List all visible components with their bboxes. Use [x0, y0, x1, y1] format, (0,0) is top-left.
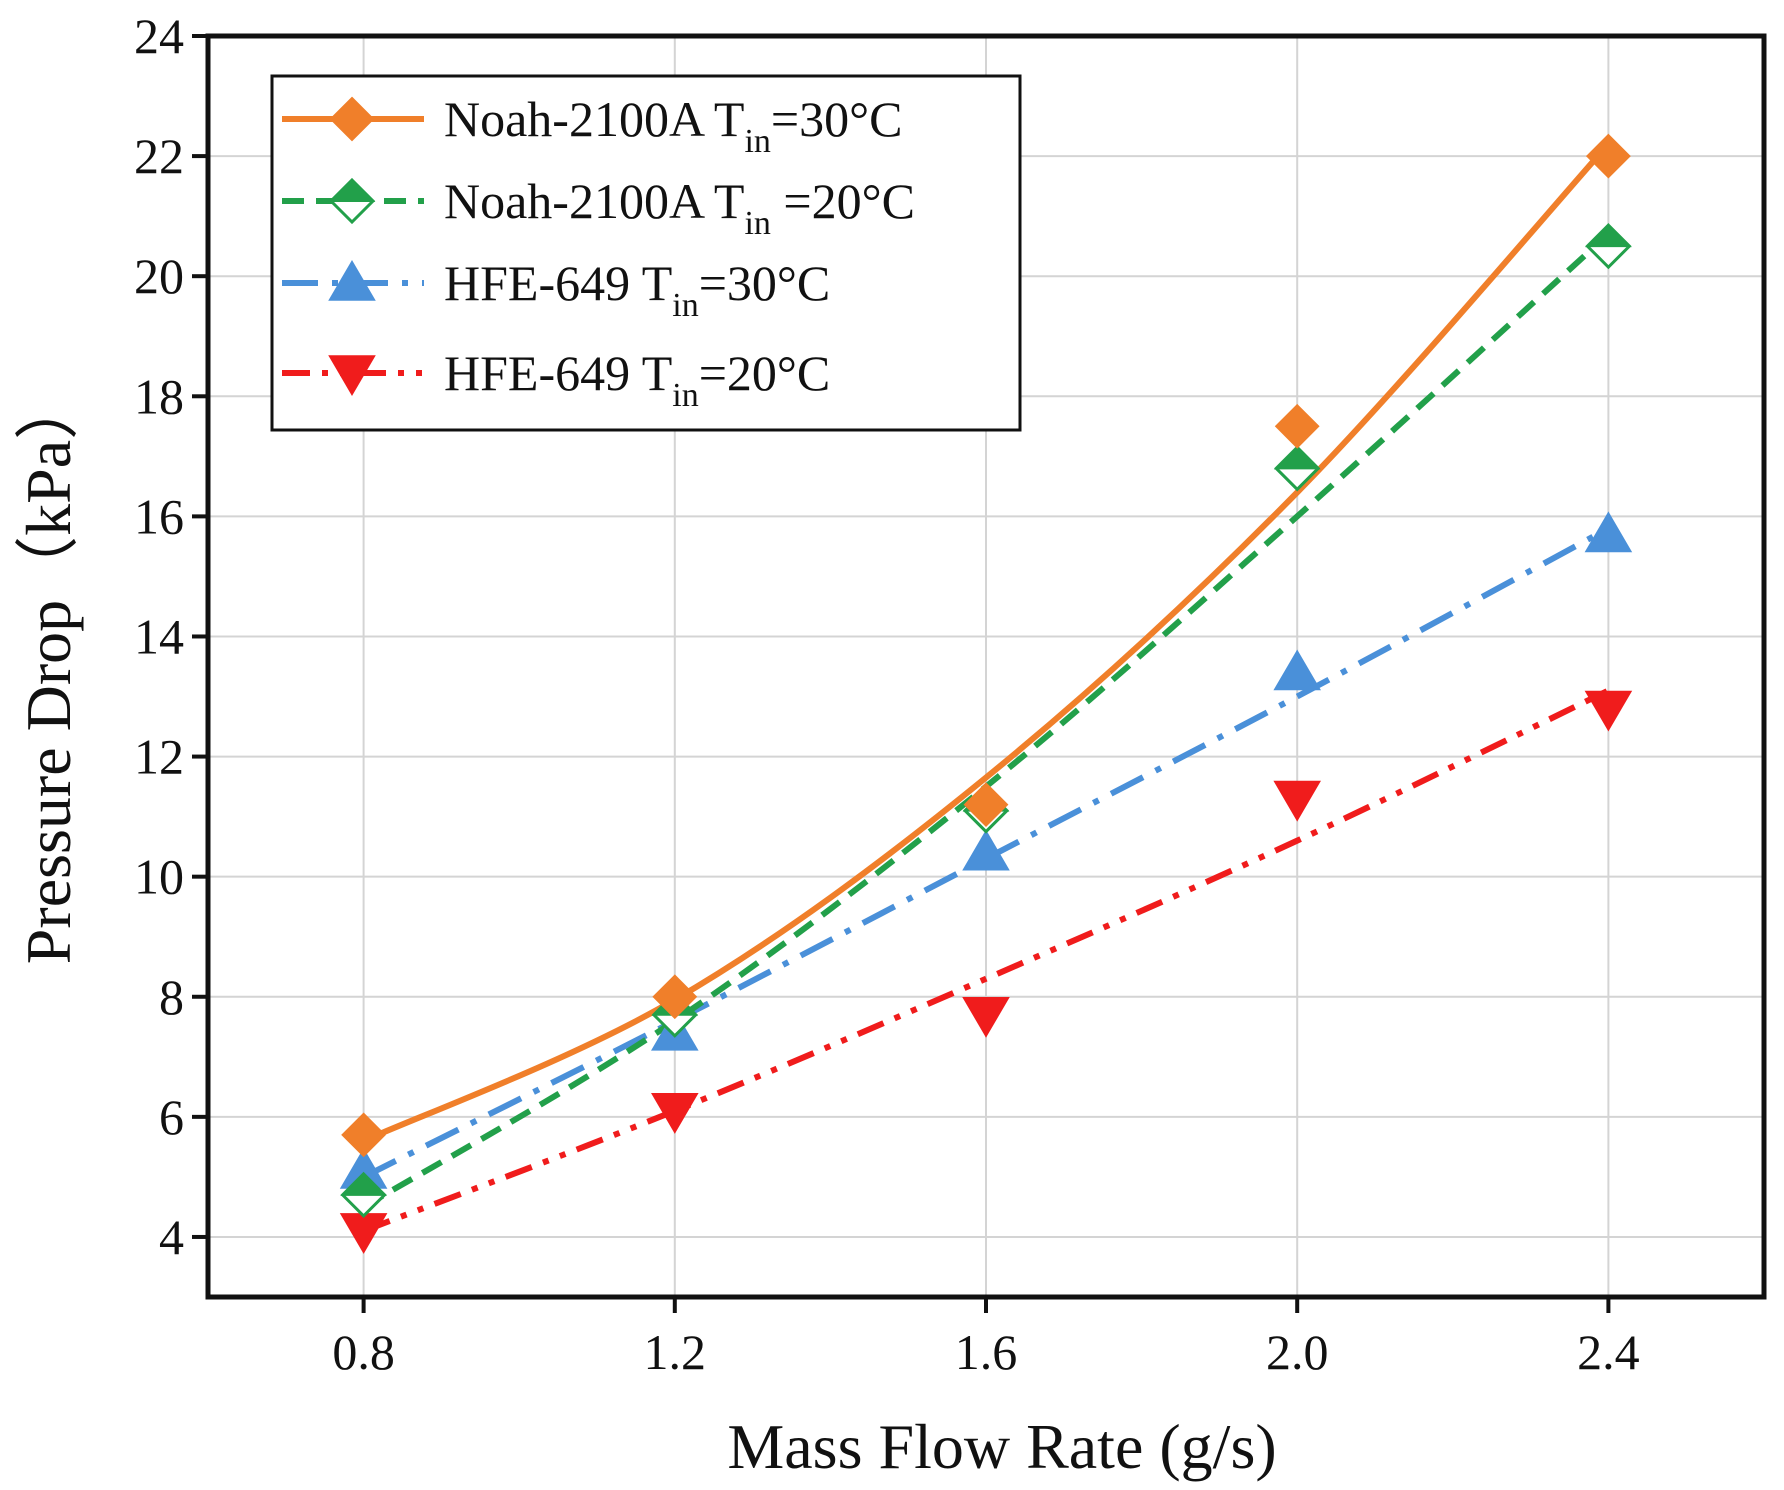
legend-label-subscript: in: [672, 287, 698, 324]
y-tick-label: 6: [159, 1089, 184, 1145]
data-point-hfe20: [651, 1093, 699, 1134]
legend-label-hfe20: HFE-649 Tin=20°C: [444, 345, 830, 414]
y-tick-label: 14: [134, 608, 184, 664]
data-point-noah20: [1584, 223, 1632, 270]
x-tick-label: 0.8: [332, 1324, 395, 1380]
legend-label-main: Noah-2100A T: [444, 173, 744, 229]
legend-label-tail: =20°C: [699, 345, 831, 401]
x-axis-ticks: 0.8 1.2 1.6 2.0 2.4: [332, 1297, 1640, 1380]
y-axis-label: Pressure Drop（kPa）: [13, 376, 84, 964]
data-point-hfe20: [962, 996, 1010, 1038]
y-axis-ticks: 4 6 8 10 12 14 16 18 20 22 24: [134, 8, 208, 1265]
legend-label-subscript: in: [744, 205, 770, 242]
legend-marker-noah20: [328, 177, 376, 225]
legend-label-tail: =30°C: [699, 255, 831, 311]
data-point-hfe30: [1273, 649, 1321, 691]
data-point-noah30: [1274, 403, 1320, 449]
x-tick-label: 1.6: [955, 1324, 1018, 1380]
legend-label-hfe30: HFE-649 Tin=30°C: [444, 255, 830, 324]
y-tick-label: 18: [134, 368, 184, 424]
y-tick-label: 24: [134, 8, 184, 64]
legend-box: [270, 74, 1022, 432]
legend-label-main: Noah-2100A T: [444, 91, 744, 147]
data-point-noah20: [340, 1171, 388, 1219]
legend-label-subscript: in: [672, 377, 698, 414]
fit-line-noah30: [362, 142, 1611, 1144]
y-tick-label: 16: [134, 488, 184, 544]
legend-label-subscript: in: [744, 123, 770, 160]
legend-label-main: HFE-649 T: [444, 345, 672, 401]
legend-label-noah30: Noah-2100A Tin=30°C: [444, 91, 902, 160]
legend-label-tail: =30°C: [771, 91, 903, 147]
x-tick-label: 2.0: [1266, 1324, 1329, 1380]
x-tick-label: 2.4: [1577, 1324, 1640, 1380]
x-axis-label: Mass Flow Rate (g/s): [727, 1411, 1276, 1482]
data-point-hfe20: [1273, 780, 1321, 822]
legend-label-main: HFE-649 T: [444, 255, 672, 311]
fit-line-hfe20: [362, 687, 1610, 1234]
y-tick-label: 4: [159, 1209, 184, 1265]
legend-marker-hfe30: [328, 260, 376, 301]
y-tick-label: 20: [134, 248, 184, 304]
data-point-noah30: [963, 782, 1009, 828]
legend-marker-hfe20: [328, 355, 376, 396]
legend-label-noah20: Noah-2100A Tin =20°C: [444, 173, 915, 242]
y-tick-label: 10: [134, 849, 184, 905]
data-point-hfe20: [339, 1213, 388, 1254]
legend-marker-noah30: [329, 96, 375, 142]
data-point-hfe30: [1584, 511, 1633, 553]
data-markers: [339, 133, 1633, 1254]
data-point-hfe20: [1584, 690, 1633, 732]
data-point-noah20: [1273, 445, 1321, 492]
y-tick-label: 22: [134, 128, 184, 184]
legend-label-tail: =20°C: [771, 173, 915, 229]
data-point-hfe30: [962, 829, 1010, 871]
y-tick-label: 8: [159, 969, 184, 1025]
data-point-noah30: [652, 974, 698, 1020]
fit-line-hfe30: [362, 525, 1610, 1180]
data-point-noah30: [1585, 133, 1631, 179]
x-tick-label: 1.2: [644, 1324, 707, 1380]
data-point-noah30: [341, 1112, 387, 1158]
y-tick-label: 12: [134, 729, 184, 785]
